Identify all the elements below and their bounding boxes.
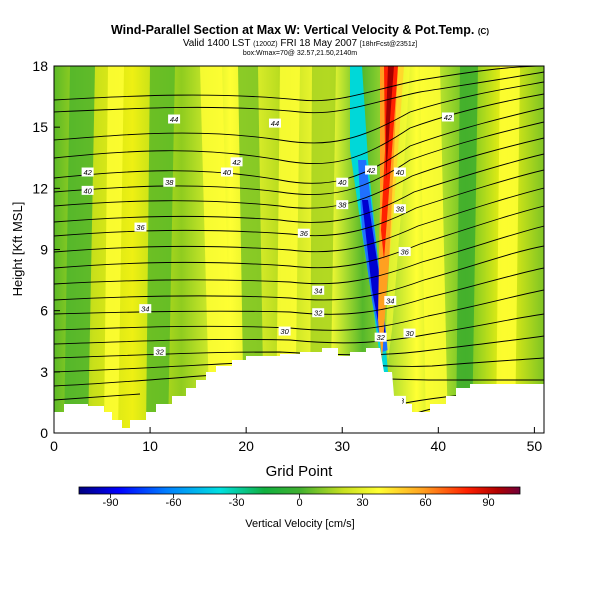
contour-label: 36: [300, 229, 309, 238]
colorbar-tick-label: 0: [296, 497, 302, 509]
colorbar-tick-label: 90: [482, 497, 494, 509]
contour-label-bg: [365, 165, 378, 175]
colorbar-tick-label: -60: [166, 497, 182, 509]
contour-label: 38: [338, 201, 347, 210]
y-tick-label: 0: [40, 425, 48, 441]
colorbar: [78, 486, 521, 495]
colorbar-tick-label: 30: [356, 497, 368, 509]
y-tick-label: 3: [40, 364, 48, 380]
x-tick-label: 0: [50, 438, 58, 454]
contour-label: 32: [376, 333, 385, 342]
colorbar-tick-label: -90: [103, 497, 119, 509]
contour-label: 42: [444, 113, 453, 122]
contour-label: 42: [367, 166, 376, 175]
colorbar-label: Vertical Velocity [cm/s]: [245, 518, 354, 530]
contour-label: 44: [271, 119, 279, 128]
velocity-bands: [64, 66, 520, 433]
colorbar-tick-label: 60: [419, 497, 431, 509]
contour-label-bg: [312, 308, 325, 318]
contour-label: 40: [396, 168, 405, 177]
contour-label-bg: [393, 167, 406, 177]
contour-label-bg: [168, 114, 181, 124]
updraft-downdraft-column: [350, 66, 410, 372]
contour-label-bg: [220, 167, 233, 177]
contour-label: 34: [141, 305, 149, 314]
isentrope-contours: [54, 66, 544, 417]
colorbar-tick-label: -30: [229, 497, 245, 509]
contour-label-bg: [81, 185, 94, 195]
colorbar-ticks: -90 -60 -30 0 30 60 90: [103, 494, 495, 509]
contour-label-bg: [153, 346, 166, 356]
contour-label: 40: [83, 186, 92, 195]
contour-label: 38: [165, 178, 174, 187]
contour-label-bg: [163, 177, 176, 187]
contour-label: 30: [405, 329, 414, 338]
contour-label-bg: [81, 167, 94, 177]
contour-label-bg: [441, 112, 454, 122]
contour-label: 42: [83, 168, 92, 177]
contour-label: 40: [223, 168, 232, 177]
contour-label-bg: [268, 118, 281, 128]
contour-label: 44: [170, 115, 178, 124]
contour-label: 36: [401, 248, 410, 257]
y-tick-label: 15: [32, 119, 48, 135]
contour-label-bg: [139, 304, 152, 314]
contour-label-bg: [297, 228, 310, 238]
y-axis-label: Height [Kft MSL]: [10, 202, 25, 297]
x-tick-label: 30: [334, 438, 350, 454]
contour-label: 42: [232, 158, 241, 167]
contour-label-bg: [336, 200, 349, 210]
contour-label-bg: [230, 157, 243, 167]
contour-label-bg: [398, 247, 411, 257]
contour-label: 32: [314, 309, 323, 318]
contour-label-bg: [134, 222, 147, 232]
x-tick-label: 10: [142, 438, 158, 454]
x-tick-label: 40: [431, 438, 447, 454]
chart-subtitle: Valid 1400 LST (1200Z) FRI 18 May 2007 […: [183, 38, 417, 49]
contour-label-bg: [384, 295, 397, 305]
contour-label: 36: [136, 223, 145, 232]
contour-label: 32: [156, 347, 165, 356]
x-tick-label: 20: [238, 438, 254, 454]
y-tick-label: 9: [40, 242, 48, 258]
contour-label-bg: [374, 332, 387, 342]
contour-label: 34: [386, 296, 394, 305]
contour-label: 30: [280, 327, 289, 336]
x-tick-label: 50: [527, 438, 543, 454]
x-axis: 0 10 20 30 40 50: [50, 427, 542, 454]
contour-label-bg: [393, 204, 406, 214]
chart-subtitle2: box:Wmax=70@ 32.57,21.50,2140m: [243, 50, 357, 57]
y-axis: 0 3 6 9 12 15 18: [32, 58, 60, 441]
chart-title: Wind-Parallel Section at Max W: Vertical…: [111, 23, 489, 37]
terrain: [54, 348, 544, 433]
y-tick-label: 18: [32, 58, 48, 74]
contour-label: 38: [396, 205, 405, 214]
contour-label: 40: [338, 178, 347, 187]
contour-label-bg: [336, 177, 349, 187]
contour-label-bg: [278, 326, 291, 336]
y-tick-label: 12: [32, 180, 48, 196]
x-axis-label: Grid Point: [266, 463, 334, 480]
contour-label-bg: [403, 328, 416, 338]
y-tick-label: 6: [40, 303, 48, 319]
contour-label: 34: [314, 286, 322, 295]
contour-label-bg: [312, 285, 325, 295]
